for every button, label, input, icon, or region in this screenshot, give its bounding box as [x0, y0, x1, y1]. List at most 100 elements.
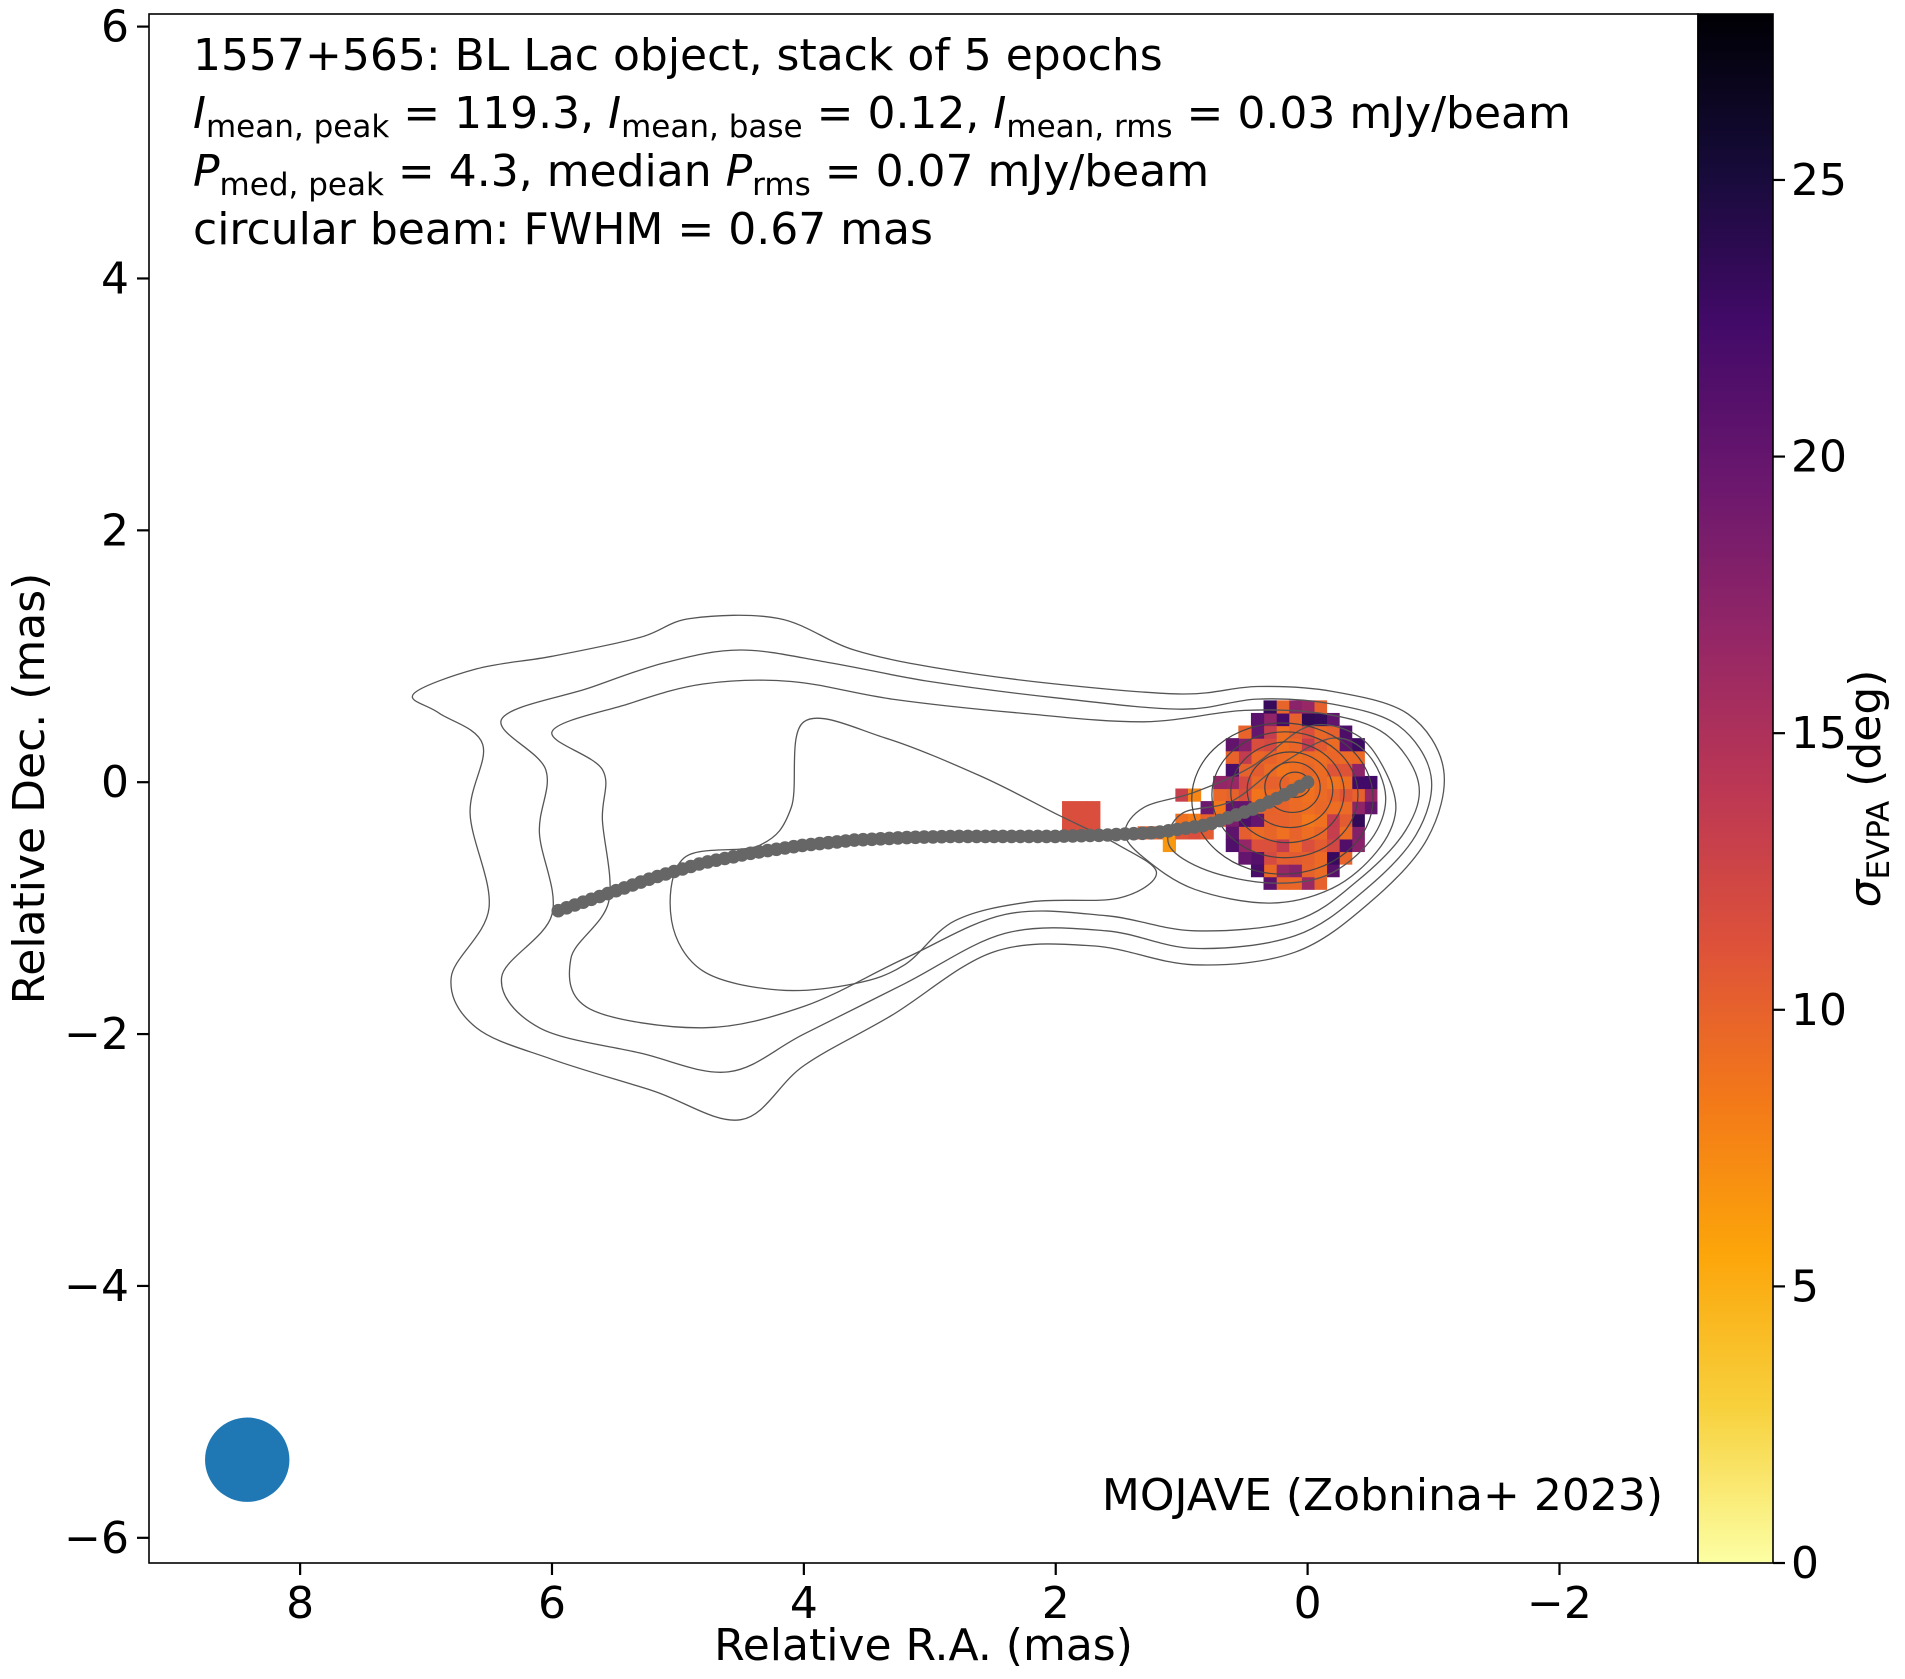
- heatmap-cell: [1339, 826, 1353, 840]
- colorbar-tick-label: 15: [1791, 708, 1847, 759]
- heatmap-cell: [1238, 738, 1252, 752]
- heatmap-cell: [1364, 788, 1378, 802]
- contour-line: [1211, 731, 1359, 859]
- heatmap-cell: [1250, 838, 1265, 853]
- heatmap-cell: [1238, 826, 1252, 840]
- colorbar-gradient: [1698, 14, 1773, 1563]
- heatmap-cell: [1263, 750, 1277, 764]
- y-tick-label: 4: [101, 253, 129, 304]
- heatmap-cell: [1301, 700, 1315, 714]
- heatmap-cell: [1301, 851, 1315, 865]
- chart-title-block: 1557+565: BL Lac object, stack of 5 epoc…: [193, 30, 1571, 255]
- heatmap-cell: [1301, 876, 1315, 890]
- title-line-1: 1557+565: BL Lac object, stack of 5 epoc…: [193, 30, 1163, 81]
- heatmap-cell: [1087, 801, 1101, 815]
- heatmap-cell: [1288, 864, 1302, 878]
- heatmap-cell: [1351, 801, 1365, 815]
- heatmap-cell: [1326, 775, 1340, 790]
- heatmap-cell: [1301, 838, 1315, 853]
- heatmap-cell: [1062, 801, 1076, 815]
- intensity-contours: [411, 614, 1445, 1121]
- heatmap-cell: [1225, 826, 1239, 840]
- x-tick-label: 4: [790, 1578, 818, 1629]
- y-tick-label: 6: [101, 2, 129, 53]
- heatmap-cell: [1250, 788, 1265, 802]
- heatmap-cell: [1326, 788, 1340, 802]
- title-line-3: Pmed, peak = 4.3, median Prms = 0.07 mJy…: [193, 146, 1209, 203]
- title-line-2: Imean, peak = 119.3, Imean, base = 0.12,…: [193, 88, 1571, 145]
- beam-ellipse: [205, 1417, 290, 1502]
- heatmap-cell: [1276, 838, 1290, 853]
- heatmap-cell: [1351, 775, 1365, 790]
- heatmap-cell: [1238, 750, 1252, 764]
- colorbar-tick-label: 5: [1791, 1261, 1819, 1312]
- x-axis-label: Relative R.A. (mas): [714, 1620, 1133, 1671]
- title-line-4: circular beam: FWHM = 0.67 mas: [193, 204, 933, 255]
- heatmap-cell: [1326, 826, 1340, 840]
- heatmap-cell: [1339, 775, 1353, 790]
- heatmap-cell: [1263, 864, 1277, 878]
- heatmap-cell: [1263, 725, 1277, 739]
- y-tick-label: −2: [64, 1009, 129, 1060]
- colorbar-border: [1697, 13, 1774, 1564]
- x-tick-label: 8: [286, 1578, 314, 1629]
- heatmap-cell: [1276, 813, 1290, 827]
- heatmap-cell: [1263, 775, 1277, 790]
- y-tick-label: −6: [64, 1513, 129, 1564]
- heatmap-cell: [1225, 738, 1239, 752]
- heatmap-cell: [1276, 826, 1290, 840]
- colorbar-tick-label: 0: [1791, 1538, 1819, 1589]
- heatmap-cell: [1301, 712, 1315, 727]
- contour-line: [1264, 761, 1321, 814]
- heatmap-cell: [1276, 763, 1290, 777]
- heatmap-cell: [1351, 838, 1365, 853]
- heatmap-cell: [1313, 851, 1328, 865]
- colorbar: 0 5 10 15 20 25: [1697, 13, 1847, 1589]
- heatmap-cell: [1276, 712, 1290, 727]
- contour-line: [1191, 722, 1374, 875]
- heatmap-cell: [1313, 864, 1328, 878]
- heatmap-cell: [1351, 813, 1365, 827]
- heatmap-cell: [1339, 788, 1353, 802]
- heatmap-cell: [1238, 788, 1252, 802]
- heatmap-cell: [1288, 826, 1302, 840]
- heatmap-cell: [1326, 851, 1340, 865]
- heatmap-cell: [1263, 813, 1277, 827]
- heatmap-cell: [1175, 788, 1189, 802]
- heatmap-cell: [1313, 876, 1328, 890]
- heatmap-cell: [1263, 763, 1277, 777]
- heatmap-cell: [1326, 838, 1340, 853]
- credit-label: MOJAVE (Zobnina+ 2023): [1102, 1470, 1663, 1521]
- colorbar-tick-label: 25: [1791, 155, 1847, 206]
- y-axis-label: Relative Dec. (mas): [4, 573, 55, 1005]
- heatmap-cell: [1074, 801, 1088, 815]
- heatmap-cell: [1288, 750, 1302, 764]
- x-tick-label: 0: [1294, 1578, 1322, 1629]
- heatmap-cell: [1250, 826, 1265, 840]
- heatmap-cell: [1288, 801, 1302, 815]
- heatmap-cell: [1225, 763, 1239, 777]
- y-tick-label: −4: [64, 1261, 129, 1312]
- contour-line: [411, 614, 1445, 1121]
- heatmap-cell: [1263, 851, 1277, 865]
- beam-circle: [205, 1417, 290, 1502]
- heatmap-cell: [1276, 864, 1290, 878]
- heatmap-cell: [1288, 738, 1302, 752]
- heatmap-cell: [1288, 838, 1302, 853]
- heatmap-cell: [1263, 826, 1277, 840]
- heatmap-cell: [1326, 864, 1340, 878]
- heatmap-cell: [1301, 788, 1315, 802]
- heatmap-cell: [1313, 750, 1328, 764]
- contour-line: [500, 649, 1433, 1073]
- x-tick-label: 6: [538, 1578, 566, 1629]
- y-tick-label: 0: [101, 757, 129, 808]
- heatmap-cell: [1339, 763, 1353, 777]
- heatmap-cell: [1276, 700, 1290, 714]
- contour-line: [1124, 724, 1397, 904]
- heatmap-cell: [1250, 763, 1265, 777]
- contour-line: [669, 717, 1158, 992]
- heatmap-cell: [1301, 826, 1315, 840]
- jet-ridgeline: [551, 775, 1315, 918]
- heatmap-cell: [1250, 712, 1265, 727]
- colorbar-tick-label: 10: [1791, 985, 1847, 1036]
